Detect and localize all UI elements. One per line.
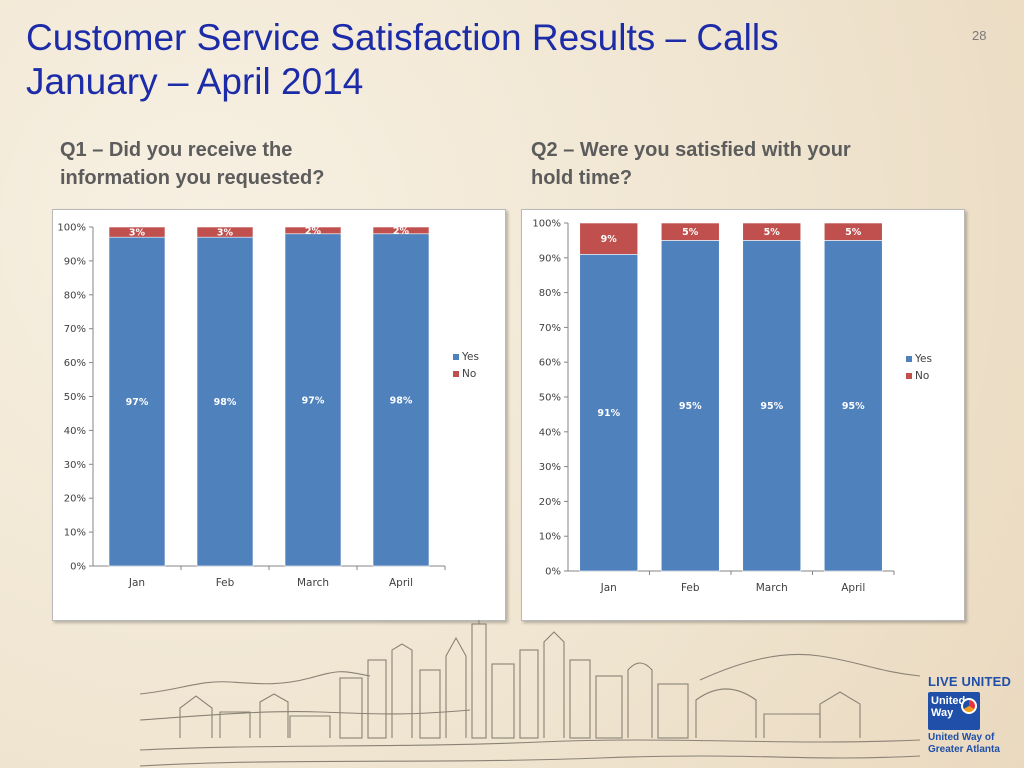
q1-data-label-no: 2% (305, 226, 322, 237)
q1-y-tick-label: 50% (64, 392, 86, 403)
question-1-line-1: Q1 – Did you receive the (60, 139, 293, 161)
logo-tagline: LIVE UNITED (928, 674, 1012, 689)
united-way-logo: LIVE UNITED United Way United Way of Grea… (928, 674, 1014, 756)
question-2-line-1: Q2 – Were you satisfied with your (531, 139, 851, 161)
q1-y-tick-label: 40% (64, 426, 86, 437)
q1-bar-no (108, 226, 166, 238)
q2-bar-yes (579, 254, 639, 572)
slide-title-line-1: Customer Service Satisfaction Results – … (26, 17, 779, 58)
q1-chart: 0% 10% 20% 30% 40% 50% 60% 70% 80% 90% 100% 97% 3% Ja… (52, 209, 506, 621)
q1-y-tick-label: 100% (57, 223, 86, 234)
q2-legend-swatch-yes (906, 356, 912, 362)
logo-org-line-1: United Way of (928, 732, 995, 743)
q2-y-tick-label: 30% (539, 462, 561, 473)
slide-number: 28 (972, 28, 987, 43)
q2-y-tick-label: 70% (539, 323, 561, 334)
q1-y-tick-label: 90% (64, 256, 86, 267)
q2-legend-swatch-no (906, 373, 912, 379)
q1-y-tick-label: 30% (64, 460, 86, 471)
logo-org-line-2: Greater Atlanta (928, 744, 1000, 755)
q2-y-tick-label: 50% (539, 393, 561, 404)
q1-y-tick-label: 80% (64, 290, 86, 301)
q2-y-tick-label: 10% (539, 532, 561, 543)
q2-data-label-no: 5% (682, 227, 699, 238)
q2-legend-label-no: No (915, 370, 929, 382)
q1-data-label-no: 2% (393, 226, 410, 237)
q1-legend-swatch-yes (453, 354, 459, 360)
question-2-heading: Q2 – Were you satisfied with your hold t… (531, 136, 951, 192)
q1-y-tick-label: 10% (64, 528, 86, 539)
q2-bar-no (742, 222, 802, 241)
q1-y-tick-label: 70% (64, 324, 86, 335)
q2-bar-no (579, 222, 639, 255)
q2-data-label-no: 5% (845, 227, 862, 238)
logo-org-name: United Way of Greater Atlanta (928, 732, 1014, 756)
logo-badge-line-2: Way (931, 707, 954, 719)
slide-title: Customer Service Satisfaction Results – … (26, 16, 779, 104)
q2-data-label-yes: 95% (760, 401, 783, 412)
q2-chart: 0% 10% 20% 30% 40% 50% 60% 70% 80% 90% 100% 91% 9% Ja… (521, 209, 965, 621)
q2-legend-label-yes: Yes (914, 353, 932, 365)
slide-title-line-2: January – April 2014 (26, 61, 364, 102)
q1-y-tick-label: 0% (70, 562, 86, 573)
q1-x-tick-label: Feb (216, 577, 235, 589)
q1-data-label-yes: 98% (214, 397, 237, 408)
q2-bar-yes (742, 240, 802, 572)
q2-data-label-no: 5% (764, 227, 781, 238)
q2-data-label-yes: 95% (679, 401, 702, 412)
question-1-heading: Q1 – Did you receive the information you… (60, 136, 460, 192)
q2-y-tick-label: 80% (539, 288, 561, 299)
q1-x-tick-label: Jan (128, 577, 145, 589)
q2-bar-no (823, 222, 883, 241)
q2-x-tick-label: March (756, 582, 788, 594)
q2-bar-yes (660, 240, 720, 572)
logo-badge-text: United Way (931, 695, 966, 719)
q1-bar-yes (108, 236, 166, 567)
q2-data-label-yes: 95% (842, 401, 865, 412)
q1-data-label-yes: 98% (390, 395, 413, 406)
q2-chart-svg: 0% 10% 20% 30% 40% 50% 60% 70% 80% 90% 100% 91% 9% Ja… (532, 219, 932, 595)
q2-y-tick-label: 100% (532, 219, 561, 230)
question-1-line-2: information you requested? (60, 167, 325, 189)
q1-y-tick-label: 20% (64, 494, 86, 505)
logo-badge: United Way (928, 692, 980, 730)
q1-bar-no (196, 226, 254, 238)
q1-y-tick-label: 60% (64, 358, 86, 369)
q2-y-tick-label: 0% (545, 567, 561, 578)
q2-y-tick-label: 20% (539, 497, 561, 508)
q1-data-label-no: 3% (129, 228, 146, 239)
question-2-line-2: hold time? (531, 167, 633, 189)
q2-x-tick-label: Jan (600, 582, 617, 594)
q1-x-tick-label: April (389, 577, 413, 589)
q2-y-tick-label: 60% (539, 358, 561, 369)
q1-legend-label-no: No (462, 368, 476, 380)
q1-data-label-yes: 97% (302, 395, 325, 406)
q1-bar-no (372, 226, 430, 235)
q2-data-label-no: 9% (601, 234, 618, 245)
logo-hand-icon (961, 698, 977, 714)
q1-x-tick-label: March (297, 577, 329, 589)
logo-badge-line-1: United (931, 695, 966, 707)
q1-bar-yes (284, 233, 342, 567)
q2-bar-yes (823, 240, 883, 572)
q2-y-tick-label: 40% (539, 427, 561, 438)
q1-chart-svg: 0% 10% 20% 30% 40% 50% 60% 70% 80% 90% 100% 97% 3% Ja… (57, 223, 479, 590)
q1-legend-swatch-no (453, 371, 459, 377)
q1-bar-yes (196, 236, 254, 567)
q2-bar-no (660, 222, 720, 241)
q2-data-label-yes: 91% (597, 408, 620, 419)
q1-legend-label-yes: Yes (461, 351, 479, 363)
q1-data-label-no: 3% (217, 228, 234, 239)
q2-x-tick-label: April (841, 582, 865, 594)
q1-data-label-yes: 97% (126, 397, 149, 408)
q2-y-tick-label: 90% (539, 253, 561, 264)
city-skyline-illustration (140, 620, 920, 767)
q2-x-tick-label: Feb (681, 582, 700, 594)
q1-bar-no (284, 226, 342, 235)
